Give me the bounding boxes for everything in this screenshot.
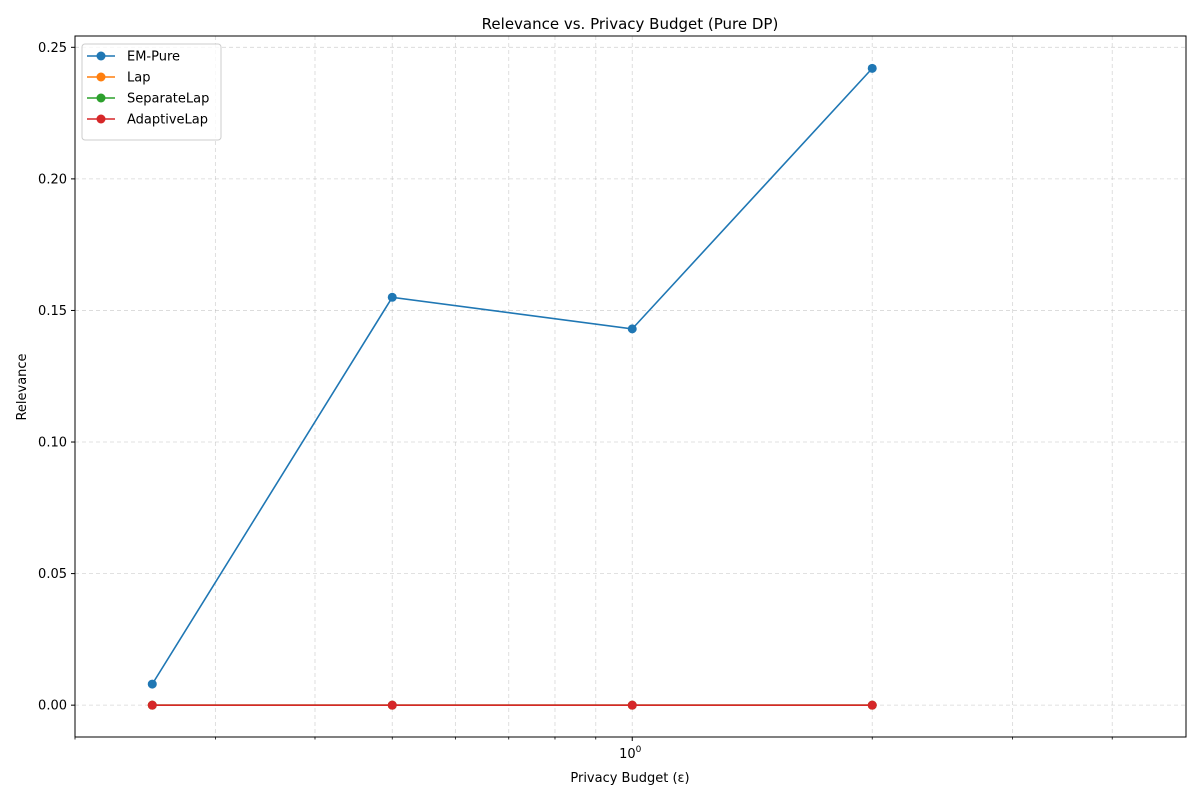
data-point — [387, 292, 397, 302]
data-point — [867, 63, 877, 73]
series-lines — [147, 63, 877, 710]
x-axis-ticks: 100 — [74, 737, 1113, 762]
legend-label: EM-Pure — [127, 50, 180, 65]
legend-marker — [96, 51, 106, 61]
y-tick-label: 0.15 — [38, 304, 67, 319]
data-point — [147, 679, 157, 689]
y-axis-label: Relevance — [15, 353, 30, 420]
series-em-pure — [147, 63, 877, 689]
y-tick-label: 0.05 — [38, 567, 67, 582]
y-axis-ticks: 0.00 0.05 0.10 0.15 0.20 0.25 — [38, 41, 75, 714]
data-point — [387, 700, 397, 710]
legend-item: EM-Pure — [87, 50, 180, 65]
x-axis-label: Privacy Budget (ε) — [570, 771, 689, 786]
y-tick-label: 0.20 — [38, 172, 67, 187]
legend-marker — [96, 93, 106, 103]
data-point — [147, 700, 157, 710]
legend-label: Lap — [127, 71, 150, 86]
plot-frame — [74, 35, 1187, 738]
data-point — [867, 700, 877, 710]
legend-item: AdaptiveLap — [87, 113, 208, 128]
data-point — [627, 700, 637, 710]
x-tick-label: 100 — [619, 745, 642, 762]
legend-marker — [96, 72, 106, 82]
chart-title: Relevance vs. Privacy Budget (Pure DP) — [482, 15, 779, 33]
grid-lines — [74, 36, 1186, 737]
legend-item: Lap — [87, 71, 150, 86]
legend-box — [81, 43, 222, 141]
data-point — [627, 324, 637, 334]
y-tick-label: 0.25 — [38, 41, 67, 56]
series-line — [151, 67, 873, 685]
y-tick-label: 0.00 — [38, 699, 67, 714]
legend-label: AdaptiveLap — [127, 113, 208, 128]
legend-marker — [96, 114, 106, 124]
y-tick-label: 0.10 — [38, 436, 67, 451]
legend-item: SeparateLap — [87, 92, 209, 107]
legend: EM-Pure Lap SeparateLap AdaptiveLap — [81, 43, 222, 141]
series-adaptivelap — [147, 700, 877, 710]
legend-label: SeparateLap — [127, 92, 209, 107]
